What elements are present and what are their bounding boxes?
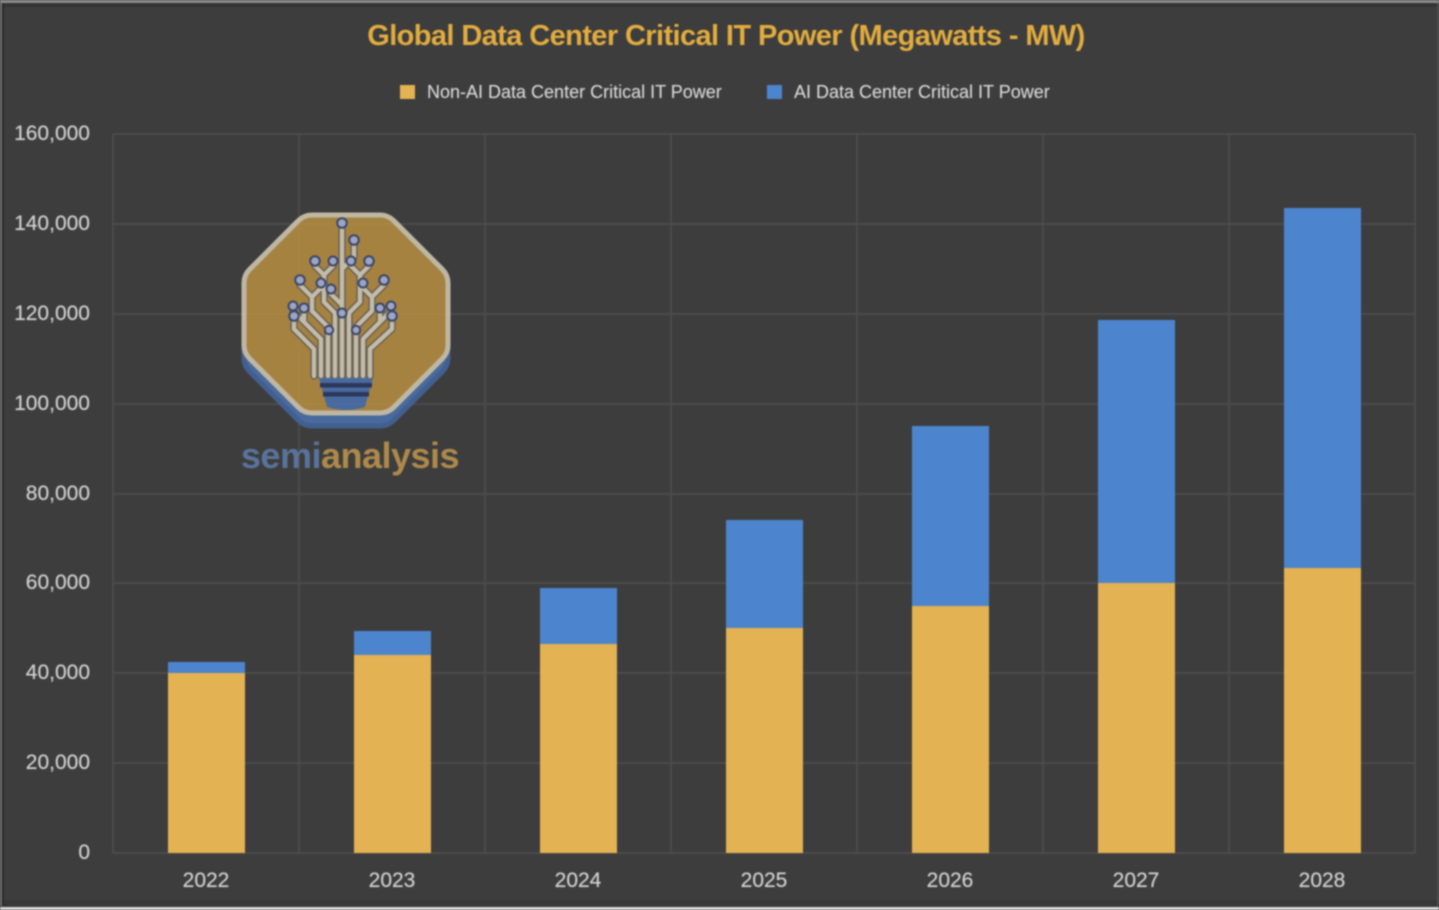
bar-segment-non-ai [353,655,431,853]
x-tick-label: 2025 [740,869,788,892]
bar-2022 [167,662,245,853]
x-tick-label: 2027 [1112,869,1160,892]
bar-segment-non-ai [725,628,803,853]
y-tick-label: 120,000 [14,301,90,325]
bar-2027 [1097,320,1175,853]
bar-2024 [539,587,617,853]
bar-segment-non-ai [1097,583,1175,853]
x-tick-label: 2022 [182,869,230,892]
y-tick-label: 0 [78,841,90,864]
y-tick-label: 20,000 [25,751,90,775]
x-tick-label: 2026 [926,869,974,892]
semianalysis-logo-icon [236,209,464,435]
legend-item-ai: AI Data Center Critical IT Power [767,81,1050,103]
bar-segment-ai [353,630,431,656]
semianalysis-watermark: semianalysis [236,209,464,481]
chart-title: Global Data Center Critical IT Power (Me… [367,20,1085,52]
frame-edge-bottom [0,907,1439,910]
brand-semi: semi [240,435,322,476]
bar-segment-non-ai [911,605,989,853]
y-tick-label: 80,000 [25,481,90,505]
legend-swatch-ai-icon [767,85,782,99]
v-gridline [1042,134,1044,853]
frame-edge-top [0,0,1439,3]
h-gridline [113,312,1415,315]
bar-segment-ai [911,426,989,606]
v-gridline [112,134,114,853]
bar-segment-non-ai [1283,567,1361,853]
bar-2025 [725,520,803,853]
frame-edge-left [0,3,2,906]
h-gridline [113,402,1415,405]
v-gridline [1228,134,1230,853]
v-gridline [484,134,486,853]
bar-segment-ai [1097,320,1175,584]
legend-label-ai: AI Data Center Critical IT Power [794,81,1050,102]
bar-segment-non-ai [167,673,245,853]
h-gridline [113,222,1415,225]
y-tick-label: 40,000 [25,661,90,685]
y-tick-label: 160,000 [14,122,90,145]
bar-segment-ai [539,587,617,645]
y-tick-label: 100,000 [14,391,90,415]
legend-label-non-ai: Non-AI Data Center Critical IT Power [427,81,722,102]
brand-analysis: analysis [320,435,460,476]
y-tick-label: 60,000 [25,571,90,595]
legend-item-non-ai: Non-AI Data Center Critical IT Power [400,81,722,103]
bar-segment-ai [1283,208,1361,568]
y-tick-label: 140,000 [14,211,90,235]
frame-edge-top-shadow [0,3,1439,7]
bar-segment-ai [167,662,245,674]
legend-swatch-non-ai-icon [400,85,415,99]
h-gridline [113,133,1415,135]
x-tick-label: 2024 [554,869,602,892]
x-axis-line [113,852,1415,854]
bar-segment-non-ai [539,644,617,853]
v-gridline [1414,134,1416,853]
brand-wordmark: semianalysis [236,435,464,477]
bar-2026 [911,426,989,853]
bar-segment-ai [725,520,803,629]
x-tick-label: 2028 [1298,869,1346,892]
bar-2028 [1283,208,1361,853]
x-tick-label: 2023 [368,869,416,892]
legend: Non-AI Data Center Critical IT Power AI … [0,81,1439,103]
v-gridline [856,134,858,853]
bar-2023 [353,630,431,853]
frame-edge-left-shadow [2,3,4,906]
v-gridline [298,134,300,853]
h-gridline [113,492,1415,495]
v-gridline [670,134,672,853]
frame-edge-bottom-shadow [0,900,1439,907]
frame-edge-right [1437,3,1439,906]
